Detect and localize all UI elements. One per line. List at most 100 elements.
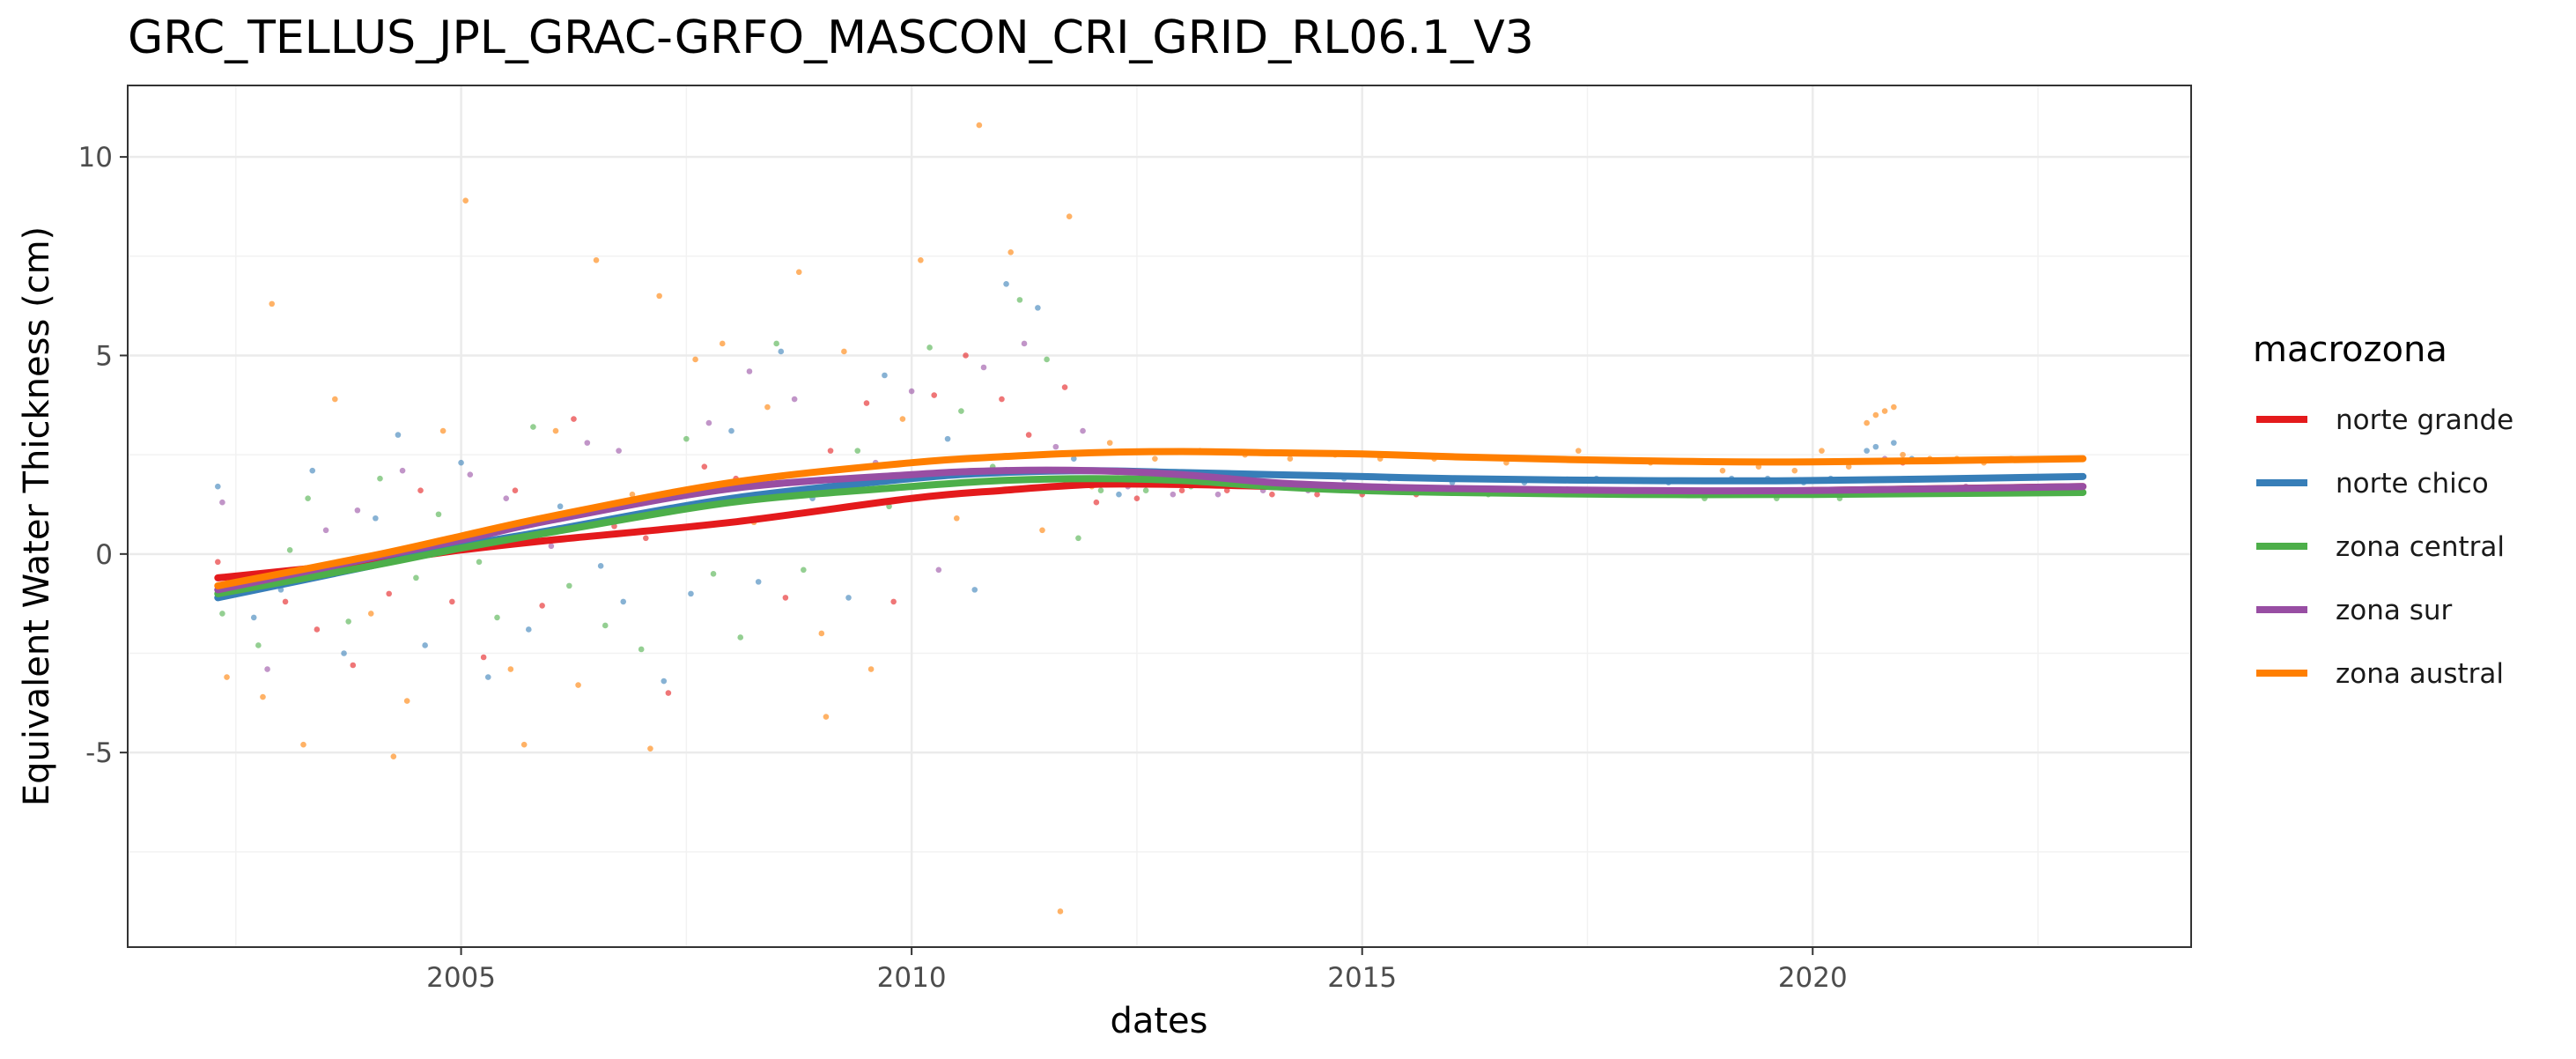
data-point xyxy=(386,590,393,597)
data-point xyxy=(1287,455,1294,462)
data-point xyxy=(435,511,442,518)
data-point xyxy=(773,340,779,347)
data-point xyxy=(778,348,785,355)
y-tick-label: -5 xyxy=(85,737,113,769)
data-point xyxy=(1133,495,1140,502)
data-point xyxy=(643,535,649,542)
data-point xyxy=(845,595,852,601)
legend-label: norte chico xyxy=(2336,468,2489,500)
data-point xyxy=(737,634,744,641)
data-point xyxy=(1057,908,1064,915)
y-tick-label: 5 xyxy=(95,340,113,372)
data-point xyxy=(683,435,690,442)
data-point xyxy=(647,745,653,752)
data-point xyxy=(963,352,969,359)
data-point xyxy=(980,364,987,371)
data-point xyxy=(507,666,514,672)
grid-major xyxy=(128,85,2191,947)
data-point xyxy=(373,515,379,522)
data-point xyxy=(377,475,383,482)
data-point xyxy=(1080,427,1086,434)
series-line-zona-central xyxy=(214,475,2087,597)
data-point xyxy=(705,419,712,426)
data-point xyxy=(593,257,600,263)
data-point xyxy=(1719,467,1726,474)
data-point xyxy=(557,503,564,510)
data-point xyxy=(1016,297,1023,303)
data-point xyxy=(476,559,483,566)
data-point xyxy=(224,674,230,680)
data-point xyxy=(999,396,1005,403)
data-point xyxy=(300,741,306,748)
data-point xyxy=(1025,432,1032,438)
data-point xyxy=(701,463,708,470)
x-axis-title: dates xyxy=(1110,1001,1207,1041)
data-point xyxy=(413,574,419,581)
data-point xyxy=(269,300,276,307)
data-point xyxy=(823,714,830,720)
data-point xyxy=(953,515,960,522)
data-point xyxy=(863,400,870,406)
data-point xyxy=(882,372,888,379)
x-tick-label: 2010 xyxy=(877,962,947,994)
legend-label: zona sur xyxy=(2336,595,2453,626)
data-point xyxy=(439,427,447,434)
data-point xyxy=(332,396,338,403)
data-point xyxy=(1223,487,1230,494)
legend-title: macrozona xyxy=(2253,330,2447,370)
data-point xyxy=(403,698,410,704)
data-point xyxy=(350,662,357,669)
data-point xyxy=(1170,491,1177,498)
data-point xyxy=(1003,281,1009,287)
data-point xyxy=(1269,491,1275,498)
data-point xyxy=(841,348,847,355)
data-point xyxy=(1035,305,1041,311)
data-point xyxy=(1039,527,1045,534)
data-point xyxy=(935,567,942,574)
data-point xyxy=(539,603,545,609)
data-point xyxy=(494,614,500,621)
data-point xyxy=(215,483,221,490)
data-point xyxy=(575,682,581,688)
data-point xyxy=(931,392,938,398)
y-axis-title: Equivalent Water Thickness (cm) xyxy=(17,226,57,806)
data-point xyxy=(480,654,487,661)
data-point xyxy=(728,427,734,434)
chart-title: GRC_TELLUS_JPL_GRAC-GRFO_MASCON_CRI_GRID… xyxy=(128,11,1534,64)
data-point xyxy=(755,579,762,585)
data-point xyxy=(958,408,964,414)
data-point xyxy=(746,368,753,374)
data-point xyxy=(503,495,510,502)
data-point xyxy=(282,598,289,605)
data-point xyxy=(710,571,717,577)
data-point xyxy=(1097,487,1104,494)
data-point xyxy=(688,590,694,597)
x-tick-label: 2015 xyxy=(1327,962,1397,994)
y-tick-label: 10 xyxy=(78,142,113,174)
data-point xyxy=(1142,487,1149,494)
data-point xyxy=(976,122,983,129)
data-point xyxy=(918,257,924,263)
data-point xyxy=(1891,404,1897,411)
legend: norte grande norte chico zona central zona … xyxy=(2256,404,2513,690)
data-point xyxy=(926,344,933,351)
data-point xyxy=(1152,455,1158,462)
data-point xyxy=(219,499,225,506)
series-line-zona-austral xyxy=(214,448,2087,589)
data-point xyxy=(512,487,519,494)
data-point xyxy=(1864,419,1870,426)
plot-panel xyxy=(128,85,2191,947)
data-point xyxy=(354,507,361,514)
series-line-zona-sur xyxy=(214,466,2087,594)
data-point xyxy=(286,547,293,553)
data-point xyxy=(548,543,555,550)
data-point xyxy=(944,435,951,442)
data-point xyxy=(719,340,726,347)
data-point xyxy=(1061,384,1068,390)
data-point xyxy=(1891,440,1897,446)
data-point xyxy=(665,690,672,696)
data-point xyxy=(219,611,225,617)
data-point xyxy=(890,598,897,605)
legend-label: norte grande xyxy=(2336,404,2513,436)
